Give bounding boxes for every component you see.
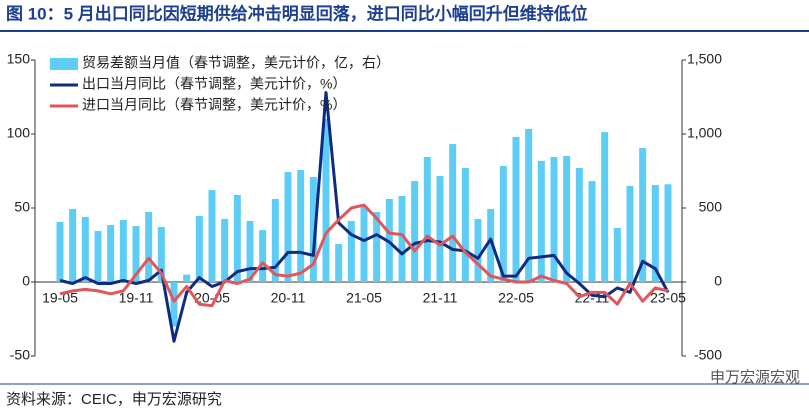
y2-tick-label: 0 [714, 273, 722, 289]
source: 资料来源：CEIC，申万宏源研究 [6, 391, 222, 408]
bar [575, 168, 583, 282]
line [59, 203, 669, 308]
chart-title: 图 10：5 月出口同比因短期供给冲击明显回落，进口同比小幅回升但维持低位 [6, 3, 588, 23]
legend-label: 进口当月同比（春节调整，美元计价，%） [82, 97, 346, 113]
bar [233, 194, 241, 282]
line [59, 91, 670, 343]
bar [145, 211, 153, 282]
x-tick-label: 20-11 [271, 290, 306, 306]
bar [208, 189, 216, 282]
bar [309, 177, 317, 282]
bar [347, 221, 355, 282]
bar [259, 230, 267, 282]
bar [563, 156, 571, 282]
x-tick-label: 22-05 [498, 290, 534, 306]
y-tick-label: 100 [7, 125, 31, 141]
bar [132, 226, 140, 282]
bar [411, 181, 419, 282]
bar [487, 209, 495, 282]
x-tick-label: 20-05 [194, 290, 230, 306]
bar [436, 176, 444, 282]
bar [525, 128, 533, 282]
y2-tick-label: 500 [699, 199, 723, 215]
bar [601, 132, 609, 282]
x-tick-label: 19-05 [42, 290, 78, 306]
bar [499, 165, 507, 282]
bar [107, 225, 115, 282]
bar [423, 156, 431, 282]
bar [613, 227, 621, 282]
bar [297, 169, 305, 282]
bar [183, 274, 191, 282]
bar [398, 196, 406, 282]
x-tick-label: 21-05 [346, 290, 382, 306]
y-tick-label: 50 [14, 199, 30, 215]
bar [373, 211, 381, 282]
bar [195, 215, 203, 282]
bar [474, 218, 482, 282]
bar [284, 172, 292, 282]
legend-label: 出口当月同比（春节调整，美元计价，%） [82, 76, 346, 92]
bar [449, 144, 457, 282]
bar [271, 198, 279, 282]
bar [56, 222, 64, 282]
bar [537, 160, 545, 282]
bar [461, 168, 469, 282]
bar [588, 181, 596, 282]
bar [360, 206, 368, 282]
bar [157, 226, 165, 282]
y-tick-label: -50 [10, 347, 30, 363]
bar [322, 119, 330, 282]
bar [512, 136, 520, 282]
x-tick-label: 23-05 [650, 290, 686, 306]
y2-tick-label: 1,500 [687, 51, 722, 67]
bar [221, 218, 229, 282]
legend-swatch [50, 58, 78, 70]
x-tick-label: 21-11 [423, 290, 458, 306]
bar [335, 243, 343, 282]
bar [246, 221, 254, 282]
bar [639, 148, 647, 282]
legend-label: 贸易差额当月值（春节调整，美元计价，亿，右） [82, 55, 390, 71]
y2-tick-label: -500 [694, 347, 722, 363]
bar [626, 185, 634, 282]
bar [119, 219, 127, 282]
bar [170, 282, 178, 327]
x-tick-label: 19-11 [119, 290, 154, 306]
y-tick-label: 0 [22, 273, 30, 289]
y2-tick-label: 1,000 [687, 125, 722, 141]
bar [81, 217, 89, 282]
bar [94, 230, 102, 282]
bar [69, 209, 77, 282]
bar [651, 185, 659, 282]
bar [550, 156, 558, 282]
y-tick-label: 150 [7, 51, 31, 67]
bar [664, 184, 672, 282]
watermark: 申万宏源宏观 [710, 369, 800, 386]
